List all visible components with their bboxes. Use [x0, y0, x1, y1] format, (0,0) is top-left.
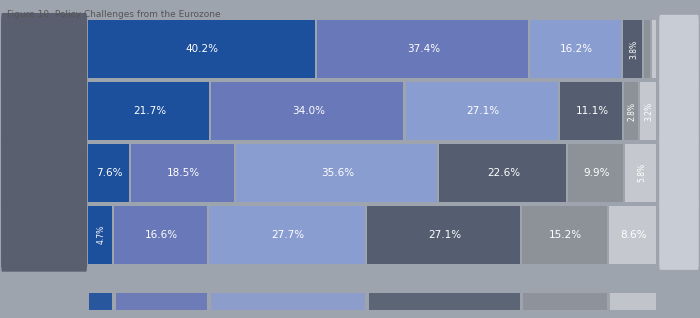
Bar	[88, 144, 129, 202]
Bar	[609, 206, 656, 264]
Bar	[88, 82, 209, 140]
FancyBboxPatch shape	[659, 15, 699, 85]
FancyBboxPatch shape	[659, 138, 699, 208]
Text: 34.0%: 34.0%	[292, 106, 325, 116]
Text: 27.1%: 27.1%	[466, 106, 500, 116]
Text: 3.8%: 3.8%	[629, 40, 638, 59]
Text: 3.2%: 3.2%	[645, 101, 653, 121]
Text: 37.4%: 37.4%	[407, 45, 440, 54]
Text: 27.7%: 27.7%	[272, 230, 304, 240]
Text: 21.7%: 21.7%	[133, 106, 166, 116]
Text: 40.2%: 40.2%	[186, 45, 218, 54]
FancyBboxPatch shape	[1, 198, 88, 272]
Bar	[368, 206, 520, 264]
Bar	[237, 144, 438, 202]
Bar	[625, 144, 656, 202]
Text: 9.9%: 9.9%	[583, 168, 610, 178]
Text: 4.7%: 4.7%	[97, 225, 106, 244]
Bar	[131, 144, 234, 202]
Text: 16.6%: 16.6%	[145, 230, 178, 240]
Bar	[369, 293, 520, 310]
Bar	[114, 206, 207, 264]
Bar	[88, 206, 112, 264]
Text: 16.2%: 16.2%	[560, 45, 593, 54]
Text: Figure 10  Policy Challenges from the Eurozone: Figure 10 Policy Challenges from the Eur…	[7, 10, 220, 18]
Text: 15.2%: 15.2%	[549, 230, 582, 240]
Text: 7.6%: 7.6%	[96, 168, 122, 178]
FancyBboxPatch shape	[659, 200, 699, 270]
FancyBboxPatch shape	[659, 77, 699, 146]
Text: 27.1%: 27.1%	[428, 230, 461, 240]
Text: 22.6%: 22.6%	[487, 168, 521, 178]
Text: 2.8%: 2.8%	[627, 102, 636, 121]
Bar	[644, 20, 650, 79]
Text: 18.5%: 18.5%	[167, 168, 200, 178]
Bar	[211, 293, 365, 310]
Bar	[524, 293, 607, 310]
Bar	[652, 20, 656, 79]
Bar	[560, 82, 622, 140]
Bar	[440, 144, 566, 202]
Bar	[622, 20, 642, 79]
Bar	[317, 20, 528, 79]
Text: 8.6%: 8.6%	[620, 230, 647, 240]
Bar	[209, 206, 365, 264]
Text: 11.1%: 11.1%	[575, 106, 608, 116]
Bar	[624, 82, 638, 140]
Bar	[568, 144, 623, 202]
Bar	[211, 82, 403, 140]
FancyBboxPatch shape	[1, 136, 88, 210]
FancyBboxPatch shape	[1, 13, 88, 86]
Text: 5.8%: 5.8%	[637, 163, 646, 183]
Bar	[116, 293, 207, 310]
Bar	[610, 293, 656, 310]
Bar	[89, 293, 112, 310]
Bar	[522, 206, 607, 264]
FancyBboxPatch shape	[1, 75, 88, 148]
Text: 35.6%: 35.6%	[321, 168, 354, 178]
Bar	[405, 82, 558, 140]
Bar	[88, 20, 315, 79]
Bar	[640, 82, 656, 140]
Bar	[530, 20, 620, 79]
